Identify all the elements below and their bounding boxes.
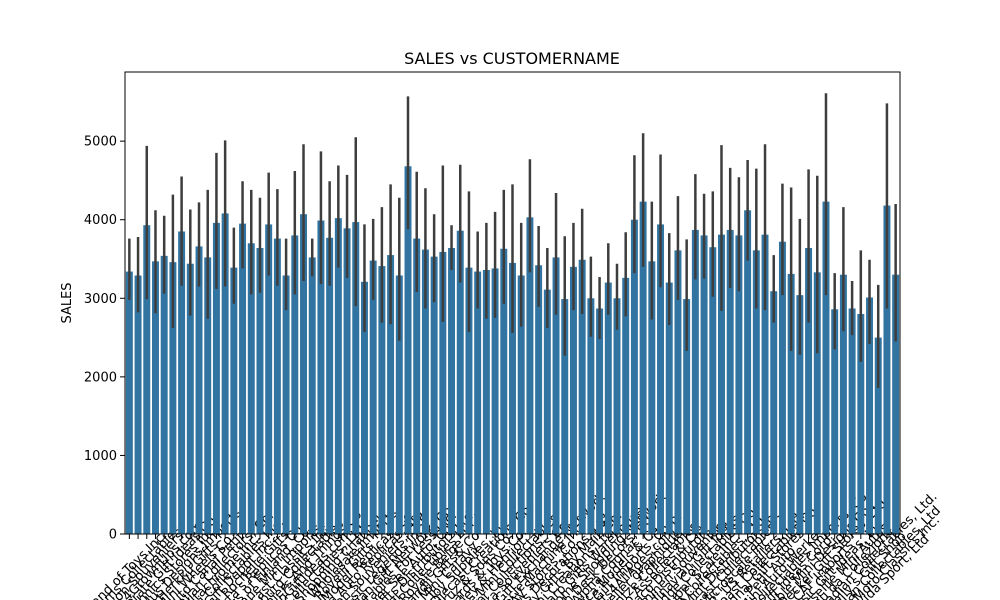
bar bbox=[578, 259, 586, 534]
bar bbox=[874, 337, 882, 534]
bar bbox=[178, 231, 186, 534]
bar bbox=[448, 248, 456, 534]
bar bbox=[247, 243, 255, 535]
bar bbox=[300, 214, 307, 534]
bar bbox=[491, 268, 499, 534]
bar bbox=[169, 262, 177, 534]
bar bbox=[204, 257, 212, 534]
bar bbox=[195, 246, 203, 534]
bar bbox=[273, 238, 281, 535]
bar bbox=[813, 272, 821, 534]
y-tick-label: 3000 bbox=[84, 292, 117, 307]
bar bbox=[134, 275, 142, 534]
bar bbox=[674, 250, 682, 534]
bar bbox=[500, 248, 508, 535]
y-tick-label: 2000 bbox=[84, 370, 117, 385]
bar bbox=[352, 222, 360, 535]
bar bbox=[465, 267, 473, 534]
bar bbox=[839, 274, 847, 534]
bar bbox=[778, 241, 786, 534]
bar bbox=[639, 201, 647, 534]
bar bbox=[143, 225, 151, 534]
bar bbox=[787, 273, 795, 534]
bar bbox=[630, 219, 638, 534]
bar bbox=[334, 218, 342, 534]
bar bbox=[413, 238, 421, 535]
plot-frame bbox=[124, 71, 901, 535]
bar bbox=[282, 275, 290, 534]
bar bbox=[212, 222, 220, 534]
bar bbox=[326, 237, 334, 535]
bar bbox=[456, 230, 464, 534]
bar bbox=[848, 308, 856, 534]
bar bbox=[726, 229, 734, 534]
bar bbox=[683, 299, 691, 534]
bar bbox=[613, 298, 621, 534]
bar bbox=[665, 282, 673, 534]
bar bbox=[691, 229, 699, 534]
bar bbox=[160, 255, 168, 534]
bar bbox=[657, 224, 665, 534]
bar bbox=[186, 263, 194, 534]
bar bbox=[552, 257, 560, 534]
bar bbox=[439, 251, 447, 534]
bar bbox=[291, 235, 299, 534]
y-tick-label: 5000 bbox=[84, 135, 117, 150]
bar bbox=[709, 247, 717, 534]
bar bbox=[761, 234, 769, 534]
bar bbox=[239, 223, 247, 534]
bar bbox=[517, 275, 525, 534]
bar bbox=[387, 255, 395, 535]
bar bbox=[796, 295, 804, 534]
bar bbox=[831, 309, 839, 534]
y-tick-label: 4000 bbox=[84, 213, 117, 228]
bar bbox=[561, 299, 569, 534]
bar bbox=[805, 248, 813, 534]
bar bbox=[526, 217, 534, 534]
bar bbox=[770, 291, 778, 534]
bar bbox=[752, 250, 760, 534]
bar bbox=[604, 282, 612, 534]
bar bbox=[569, 266, 577, 534]
bar bbox=[622, 277, 630, 534]
y-axis-label: SALES bbox=[60, 282, 75, 323]
bar bbox=[404, 166, 412, 535]
chart-title: SALES vs CUSTOMERNAME bbox=[404, 49, 620, 68]
bar bbox=[230, 267, 238, 534]
bar bbox=[221, 213, 229, 534]
y-tick-label: 0 bbox=[109, 528, 117, 543]
bar bbox=[596, 308, 604, 534]
bar bbox=[892, 274, 900, 534]
bar bbox=[256, 248, 264, 534]
bar bbox=[265, 224, 273, 534]
bar bbox=[648, 261, 656, 534]
bar bbox=[822, 201, 830, 534]
bar bbox=[343, 228, 351, 534]
bar bbox=[395, 275, 403, 534]
bar bbox=[735, 235, 743, 534]
bar bbox=[360, 281, 368, 534]
bar bbox=[744, 210, 752, 535]
bar bbox=[474, 271, 482, 534]
y-tick-label: 1000 bbox=[84, 449, 117, 464]
bar bbox=[700, 235, 708, 534]
bar bbox=[308, 257, 316, 534]
bar bbox=[543, 289, 551, 534]
bar bbox=[421, 249, 429, 535]
bar bbox=[718, 234, 725, 534]
bar bbox=[587, 298, 595, 534]
bar bbox=[866, 297, 874, 534]
bar bbox=[317, 220, 325, 534]
bar bbox=[509, 262, 516, 534]
bar bbox=[125, 271, 133, 534]
bar bbox=[857, 314, 865, 534]
bar bbox=[378, 266, 386, 534]
bar bbox=[482, 270, 490, 534]
bar bbox=[535, 265, 543, 534]
bar bbox=[151, 261, 159, 534]
bar bbox=[430, 256, 438, 534]
bar bbox=[369, 260, 377, 534]
bar bbox=[883, 205, 891, 535]
